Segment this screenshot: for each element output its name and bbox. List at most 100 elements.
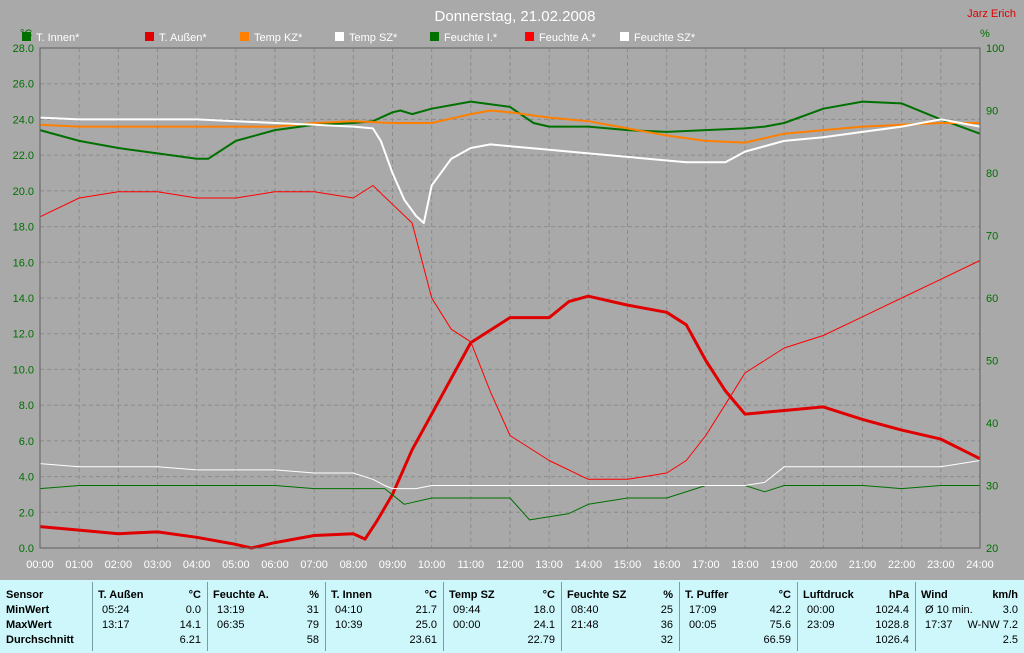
x-tick-label: 14:00 <box>575 559 603 571</box>
left-tick-label: 26.0 <box>13 79 34 91</box>
stat-max-value: 25.0 <box>415 619 437 631</box>
weather-chart: Donnerstag, 21.02.2008 Jarz Erich °C % T… <box>12 8 1016 571</box>
stat-average: 1026.4 <box>875 634 909 646</box>
legend-swatch <box>430 32 439 41</box>
stat-min-time: 00:00 <box>807 604 835 616</box>
row-label-max: MaxWert <box>6 619 52 631</box>
stat-sensor-unit: °C <box>542 589 555 601</box>
column-separator <box>561 582 562 651</box>
stat-sensor-unit: °C <box>778 589 791 601</box>
plot-frame <box>39 47 981 549</box>
x-tick-label: 13:00 <box>535 559 563 571</box>
stat-sensor-name: T. Außen <box>98 589 144 601</box>
right-tick-label: 30 <box>986 481 998 493</box>
stat-column: T. Puffer °C 17:09 42.2 00:05 75.6 66.59 <box>679 580 797 653</box>
legend-label: Feuchte I.* <box>444 32 498 44</box>
stat-max-time: 00:00 <box>453 619 481 631</box>
stat-sensor-name: T. Puffer <box>685 589 729 601</box>
stat-sensor-unit: °C <box>188 589 201 601</box>
row-label-min: MinWert <box>6 604 50 616</box>
legend-label: Temp KZ* <box>254 32 303 44</box>
right-tick-label: 20 <box>986 543 998 555</box>
stat-sensor-name: Luftdruck <box>803 589 854 601</box>
stat-min-value: 42.2 <box>769 604 791 616</box>
stat-max-value: 14.1 <box>179 619 201 631</box>
stat-column: T. Innen °C 04:10 21.7 10:39 25.0 23.61 <box>325 580 443 653</box>
stat-max-time: 17:37 <box>925 619 953 631</box>
stat-max-time: 10:39 <box>335 619 363 631</box>
right-tick-label: 50 <box>986 356 998 368</box>
column-separator <box>443 582 444 651</box>
column-separator <box>207 582 208 651</box>
column-separator <box>915 582 916 651</box>
series-line <box>39 109 980 144</box>
stat-sensor-unit: hPa <box>888 589 909 601</box>
x-tick-label: 17:00 <box>692 559 720 571</box>
left-tick-label: 10.0 <box>13 364 34 376</box>
left-tick-label: 20.0 <box>13 186 34 198</box>
stat-sensor-unit: km/h <box>992 589 1018 601</box>
stat-max-value: 1028.8 <box>875 619 909 631</box>
series-line <box>39 294 981 550</box>
stat-max-time: 06:35 <box>217 619 245 631</box>
stat-min-value: 25 <box>660 604 673 616</box>
x-tick-label: 03:00 <box>144 559 172 571</box>
column-separator <box>325 582 326 651</box>
x-tick-label: 01:00 <box>65 559 93 571</box>
left-tick-label: 24.0 <box>13 114 34 126</box>
x-tick-label: 23:00 <box>927 559 955 571</box>
x-tick-label: 12:00 <box>496 559 524 571</box>
stat-min-value: 0.0 <box>185 604 201 616</box>
stat-max-time: 00:05 <box>689 619 717 631</box>
legend-swatch <box>145 32 154 41</box>
right-tick-label: 100 <box>986 43 1004 55</box>
legend-label: Feuchte SZ* <box>634 32 696 44</box>
column-separator <box>92 582 93 651</box>
x-tick-label: 22:00 <box>888 559 916 571</box>
legend: T. Innen* T. Außen* Temp KZ* Temp SZ* Feucht… <box>22 32 696 44</box>
stat-max-time: 13:17 <box>102 619 130 631</box>
stat-sensor-unit: % <box>309 589 319 601</box>
stat-average: 58 <box>306 634 319 646</box>
stat-average: 23.61 <box>409 634 437 646</box>
x-tick-label: 16:00 <box>653 559 681 571</box>
stat-sensor-unit: % <box>663 589 673 601</box>
right-tick-label: 80 <box>986 168 998 180</box>
series-line <box>39 460 981 490</box>
legend-swatch <box>240 32 249 41</box>
statistics-table: Sensor MinWert MaxWert Durchschnitt T. A… <box>0 580 1024 653</box>
left-tick-label: 14.0 <box>13 293 34 305</box>
stat-column: Feuchte SZ% 08:40 25 21:48 36 32 <box>561 580 679 653</box>
x-tick-label: 19:00 <box>770 559 798 571</box>
stat-min-value: 31 <box>306 604 319 616</box>
x-tick-label: 04:00 <box>183 559 211 571</box>
left-tick-label: 18.0 <box>13 222 34 234</box>
right-tick-label: 40 <box>986 418 998 430</box>
x-tick-label: 09:00 <box>379 559 407 571</box>
legend-swatch <box>620 32 629 41</box>
stat-column: Feuchte A.% 13:19 31 06:35 79 58 <box>207 580 325 653</box>
row-label-sensor: Sensor <box>6 589 44 601</box>
stat-sensor-unit: °C <box>424 589 437 601</box>
legend-label: T. Außen* <box>159 32 207 44</box>
stat-min-time: 08:40 <box>571 604 599 616</box>
series-line <box>39 485 980 521</box>
legend-label: Temp SZ* <box>349 32 398 44</box>
stat-min-time: Ø 10 min. <box>925 604 973 616</box>
x-tick-label: 00:00 <box>26 559 54 571</box>
legend-label: Feuchte A.* <box>539 32 597 44</box>
stat-max-value: 24.1 <box>533 619 555 631</box>
stat-min-time: 04:10 <box>335 604 363 616</box>
column-separator <box>797 582 798 651</box>
stat-min-value: 21.7 <box>415 604 437 616</box>
left-tick-label: 6.0 <box>19 436 34 448</box>
column-separator <box>679 582 680 651</box>
x-tick-label: 11:00 <box>457 559 484 571</box>
x-tick-label: 08:00 <box>340 559 368 571</box>
legend-swatch <box>22 32 31 41</box>
left-tick-label: 0.0 <box>19 543 34 555</box>
x-tick-label: 10:00 <box>418 559 446 571</box>
x-tick-label: 24:00 <box>966 559 994 571</box>
right-axis-unit: % <box>980 28 990 40</box>
left-tick-label: 16.0 <box>13 257 34 269</box>
